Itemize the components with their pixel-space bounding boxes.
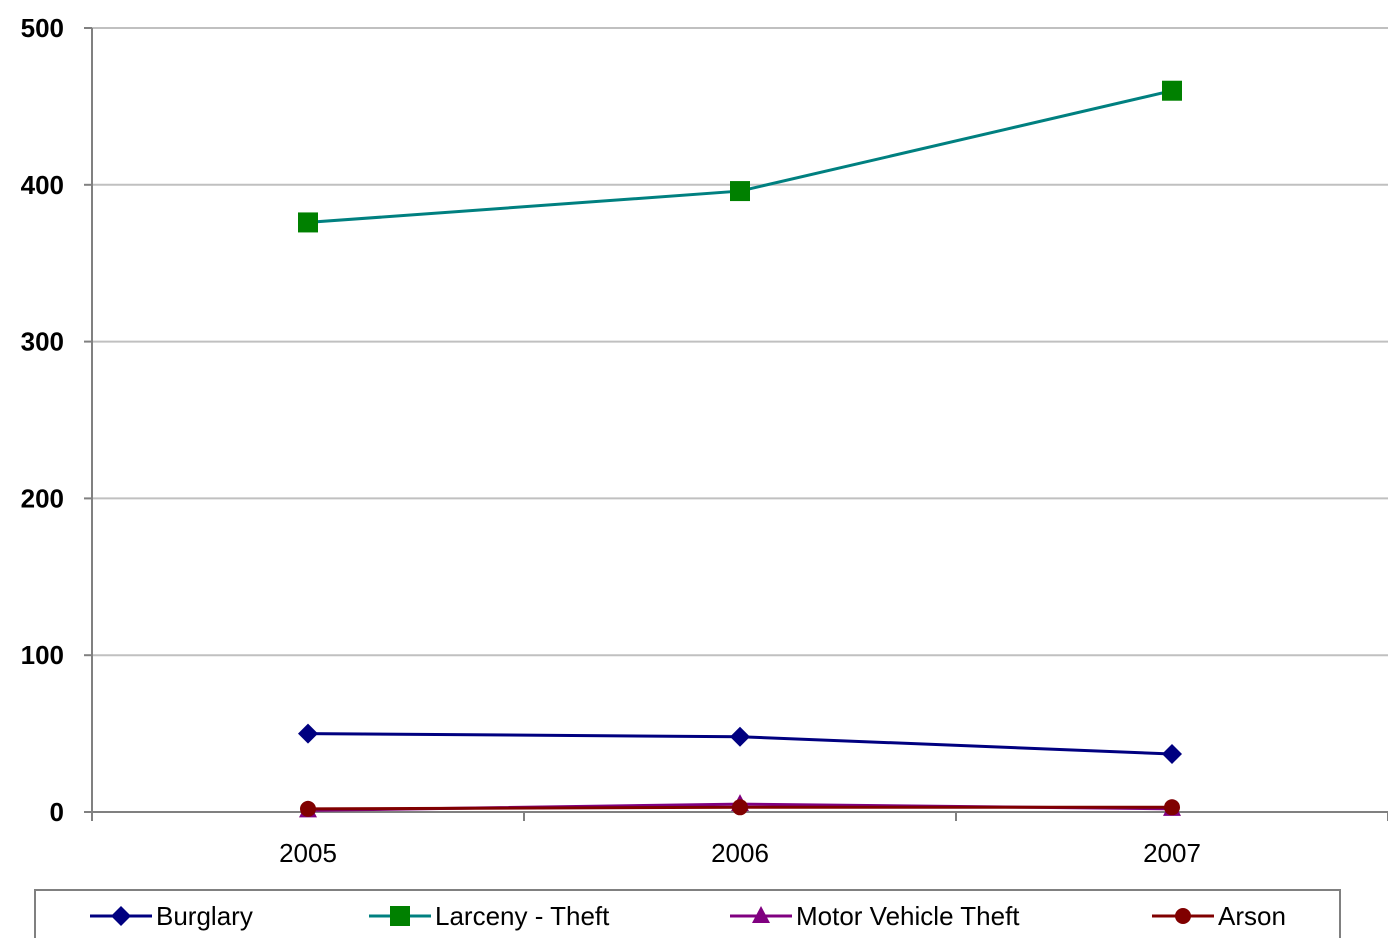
- legend-label: Arson: [1218, 901, 1286, 931]
- legend: Burglary Larceny - Theft Motor Vehicle The…: [34, 889, 1341, 938]
- legend-label: Larceny - Theft: [435, 901, 610, 931]
- x-axis-ticks: 2005 2006 2007: [279, 838, 1201, 868]
- legend-marker: [390, 906, 410, 926]
- data-point: [1162, 80, 1182, 101]
- y-tick-label: 0: [50, 797, 64, 827]
- y-tick-label: 300: [21, 327, 64, 357]
- series-line: [307, 89, 1173, 224]
- data-point: [730, 181, 750, 202]
- axes: [84, 27, 1388, 821]
- series-group: [298, 80, 1182, 818]
- x-tick-label: 2007: [1143, 838, 1201, 868]
- legend-marker: [752, 906, 770, 923]
- x-tick-label: 2005: [279, 838, 337, 868]
- data-point: [1162, 743, 1182, 764]
- legend-marker: [1175, 908, 1191, 924]
- legend-item: Larceny - Theft: [369, 901, 610, 931]
- series-1: [298, 723, 1182, 764]
- data-point: [1164, 799, 1180, 816]
- legend-item: Motor Vehicle Theft: [730, 901, 1020, 931]
- y-tick-label: 200: [21, 483, 64, 513]
- data-point: [732, 799, 748, 816]
- series-2: [298, 80, 1182, 233]
- legend-item: Arson: [1152, 901, 1286, 931]
- y-tick-label: 100: [21, 640, 64, 670]
- y-tick-label: 500: [21, 13, 64, 43]
- x-tick-label: 2006: [711, 838, 769, 868]
- gridlines: [92, 27, 1388, 657]
- y-tick-label: 400: [21, 170, 64, 200]
- series-4: [300, 799, 1180, 817]
- legend-marker: [111, 906, 131, 926]
- legend-item: Burglary: [90, 901, 253, 931]
- data-point: [730, 726, 750, 747]
- data-point: [298, 212, 318, 233]
- y-axis-ticks: 0 100 200 300 400 500: [21, 13, 64, 827]
- legend-label: Burglary: [156, 901, 253, 931]
- data-point: [300, 800, 316, 817]
- legend-label: Motor Vehicle Theft: [796, 901, 1020, 931]
- data-point: [298, 723, 318, 744]
- legend-box: [34, 889, 1341, 938]
